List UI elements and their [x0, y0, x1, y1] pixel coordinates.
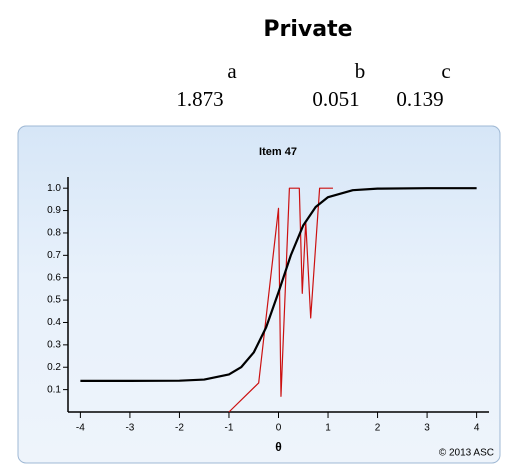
x-tick-label: 2: [375, 423, 381, 434]
param-value: 0.139: [396, 87, 443, 111]
y-tick-label: 0.4: [47, 317, 61, 328]
x-tick-label: -1: [225, 423, 234, 434]
y-tick-label: 0.6: [47, 272, 61, 283]
param-label: a: [227, 59, 237, 83]
y-tick-label: 0.7: [47, 250, 61, 261]
chart-title: Item 47: [259, 146, 297, 158]
param-label: b: [355, 59, 366, 83]
y-tick-label: 0.1: [47, 384, 61, 395]
x-tick-label: 1: [325, 423, 331, 434]
param-value: 1.873: [176, 87, 223, 111]
x-tick-label: 4: [474, 423, 480, 434]
series-line: [228, 187, 333, 413]
x-axis-label: θ: [275, 440, 282, 454]
page-title: Private: [263, 17, 352, 42]
y-tick-label: 0.8: [47, 228, 61, 239]
x-tick-label: -4: [76, 423, 85, 434]
y-tick-label: 0.3: [47, 339, 61, 350]
x-tick-label: -2: [175, 423, 184, 434]
y-tick-label: 0.2: [47, 362, 61, 373]
series-line: [80, 187, 477, 382]
param-value: 0.051: [312, 87, 359, 111]
x-tick-label: 3: [424, 423, 430, 434]
credit: © 2013 ASC: [439, 448, 494, 459]
plot: Item 47 0.1 0.2 0.3 0.4 0.5 0.6 0.7 0.8 0.9 1.0 -4 -…: [47, 146, 494, 459]
x-tick-label: 0: [276, 423, 282, 434]
x-tick-label: -3: [125, 423, 134, 434]
y-tick-label: 0.9: [47, 205, 61, 216]
chart-panel: [17, 125, 501, 464]
param-label: c: [441, 59, 450, 83]
y-tick-label: 0.5: [47, 295, 61, 306]
y-tick-label: 1.0: [47, 183, 61, 194]
